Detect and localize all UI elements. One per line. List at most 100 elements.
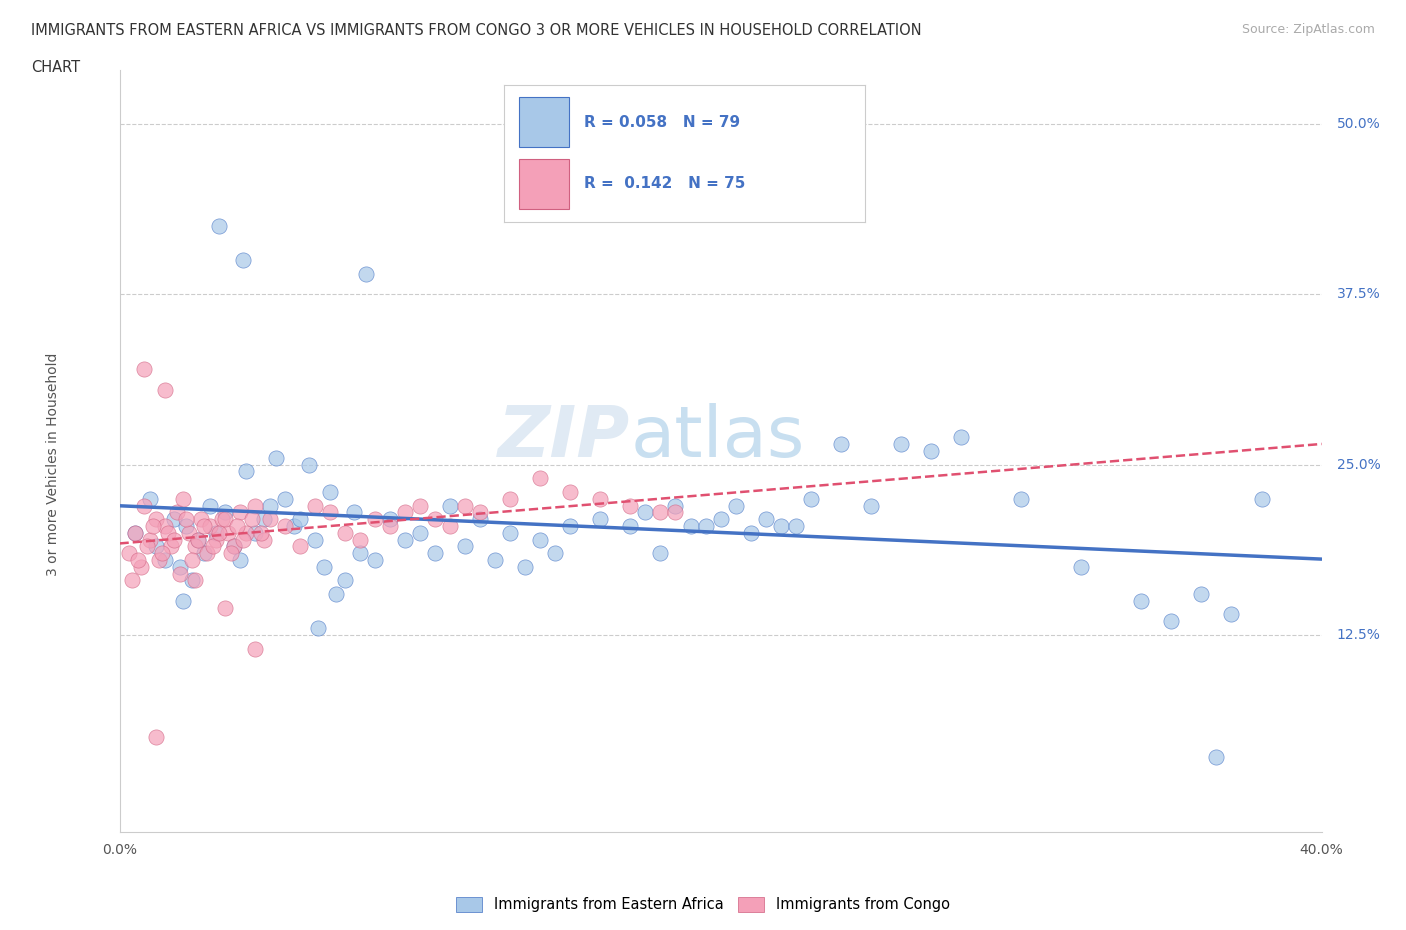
Text: 3 or more Vehicles in Household: 3 or more Vehicles in Household (46, 353, 60, 577)
Point (589, 512, 612, 526)
Point (544, 546, 567, 561)
Text: 37.5%: 37.5% (1337, 287, 1381, 301)
Point (204, 525, 226, 540)
Point (121, 573, 143, 588)
Point (193, 546, 215, 561)
Point (150, 546, 173, 561)
Point (132, 362, 155, 377)
Point (409, 498, 432, 513)
Point (162, 512, 184, 526)
Point (190, 512, 212, 526)
Point (162, 532, 184, 547)
Point (169, 559, 191, 574)
Point (409, 525, 432, 540)
Point (124, 525, 146, 540)
Point (950, 430, 973, 445)
Point (180, 573, 202, 588)
Point (423, 546, 446, 561)
Point (145, 512, 167, 526)
Point (354, 267, 377, 282)
Point (724, 498, 747, 513)
Point (228, 552, 252, 567)
Point (394, 505, 416, 520)
Point (499, 525, 522, 540)
Point (259, 498, 281, 513)
Point (769, 519, 792, 534)
Point (156, 525, 179, 540)
Point (235, 525, 257, 540)
Text: ZIP: ZIP (498, 403, 630, 472)
Point (198, 498, 221, 513)
Point (664, 498, 686, 513)
Point (319, 485, 342, 499)
Point (288, 512, 311, 526)
Point (117, 546, 139, 561)
Point (138, 491, 160, 506)
Point (679, 519, 702, 534)
Point (364, 512, 387, 526)
Point (755, 512, 778, 526)
Point (589, 491, 612, 506)
Text: atlas: atlas (630, 403, 804, 472)
Point (145, 729, 167, 744)
Text: Source: ZipAtlas.com: Source: ZipAtlas.com (1241, 23, 1375, 36)
Point (560, 485, 582, 499)
Point (172, 593, 194, 608)
Point (187, 532, 209, 547)
Point (394, 532, 416, 547)
Point (187, 532, 209, 547)
Point (243, 641, 266, 656)
Point (325, 587, 347, 602)
Point (634, 505, 657, 520)
Point (249, 525, 271, 540)
Point (243, 498, 266, 513)
Point (920, 444, 942, 458)
Point (378, 512, 401, 526)
Point (240, 512, 263, 526)
Point (132, 498, 155, 513)
Point (650, 546, 672, 561)
Point (304, 498, 326, 513)
Point (153, 552, 176, 567)
Point (193, 519, 215, 534)
Point (253, 512, 276, 526)
Point (124, 525, 146, 540)
Text: 50.0%: 50.0% (1337, 117, 1381, 131)
Point (1160, 614, 1182, 629)
Point (217, 525, 239, 540)
Point (830, 437, 852, 452)
Point (785, 519, 807, 534)
Point (222, 539, 245, 554)
Point (198, 519, 221, 534)
Point (650, 505, 672, 520)
Point (423, 512, 446, 526)
Point (228, 505, 252, 520)
Legend: Immigrants from Eastern Africa, Immigrants from Congo: Immigrants from Eastern Africa, Immigran… (450, 891, 956, 918)
Point (1070, 559, 1092, 574)
Point (304, 532, 326, 547)
Point (174, 519, 197, 534)
Point (180, 552, 202, 567)
Point (259, 512, 281, 526)
Point (619, 498, 641, 513)
Point (208, 525, 231, 540)
Point (145, 539, 167, 554)
Point (183, 539, 205, 554)
Point (159, 539, 181, 554)
Point (470, 505, 492, 520)
Point (800, 491, 823, 506)
Point (148, 552, 170, 567)
Point (333, 573, 356, 588)
Point (1010, 491, 1032, 506)
Point (204, 532, 226, 547)
Point (138, 532, 160, 547)
Text: 0.0%: 0.0% (103, 844, 136, 857)
Point (312, 559, 335, 574)
Point (129, 559, 152, 574)
Point (201, 539, 224, 554)
Point (183, 573, 205, 588)
Point (890, 437, 912, 452)
Point (214, 512, 236, 526)
Point (859, 498, 882, 513)
Point (740, 525, 762, 540)
